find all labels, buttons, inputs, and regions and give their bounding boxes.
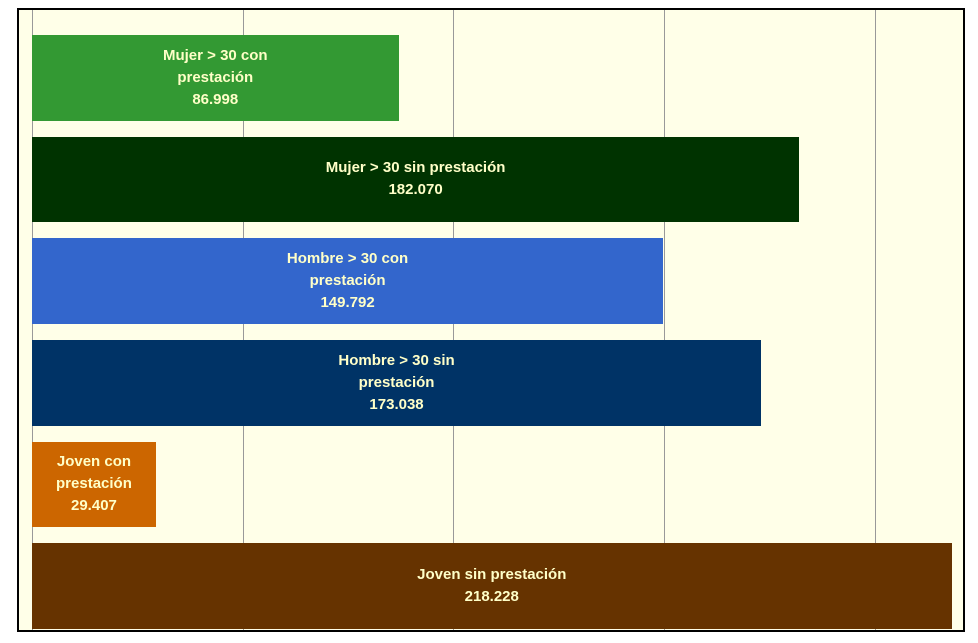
bar: Hombre > 30 con prestación 149.792 [32, 238, 664, 324]
grid-line [874, 10, 876, 630]
value-label: 29.407 [71, 497, 117, 515]
data-label: Joven sin prestación 218.228 [417, 564, 566, 608]
data-label: Mujer > 30 con prestación 86.998 [125, 45, 305, 111]
category-label: Hombre > 30 con prestación [286, 250, 409, 290]
bar: Mujer > 30 con prestación 86.998 [32, 35, 399, 121]
value-label: 86.998 [192, 90, 239, 108]
data-label: Hombre > 30 con prestación 149.792 [258, 248, 438, 314]
value-label: 182.070 [388, 181, 443, 199]
category-label: Hombre > 30 sin prestación [338, 351, 455, 391]
value-label: 173.038 [369, 395, 424, 413]
category-label: Mujer > 30 con prestación [162, 46, 268, 86]
bar: Hombre > 30 sin prestación 173.038 [32, 340, 762, 426]
category-label: Mujer > 30 sin prestación [325, 159, 506, 177]
grid-line [664, 10, 666, 630]
value-label: 218.228 [464, 588, 519, 606]
category-label: Joven con prestación [56, 453, 132, 493]
category-label: Joven sin prestación [417, 566, 567, 584]
bar: Joven con prestación 29.407 [32, 441, 156, 528]
bar: Mujer > 30 sin prestación 182.070 [32, 136, 800, 223]
bar: Joven sin prestación 218.228 [32, 543, 952, 629]
chart: Mujer > 30 con prestación 86.998 Mujer > 3… [17, 8, 965, 632]
value-label: 149.792 [320, 294, 375, 312]
data-label: Mujer > 30 sin prestación 182.070 [326, 157, 506, 201]
data-label: Joven con prestación 29.407 [35, 451, 153, 517]
data-label: Hombre > 30 sin prestación 173.038 [307, 350, 487, 416]
